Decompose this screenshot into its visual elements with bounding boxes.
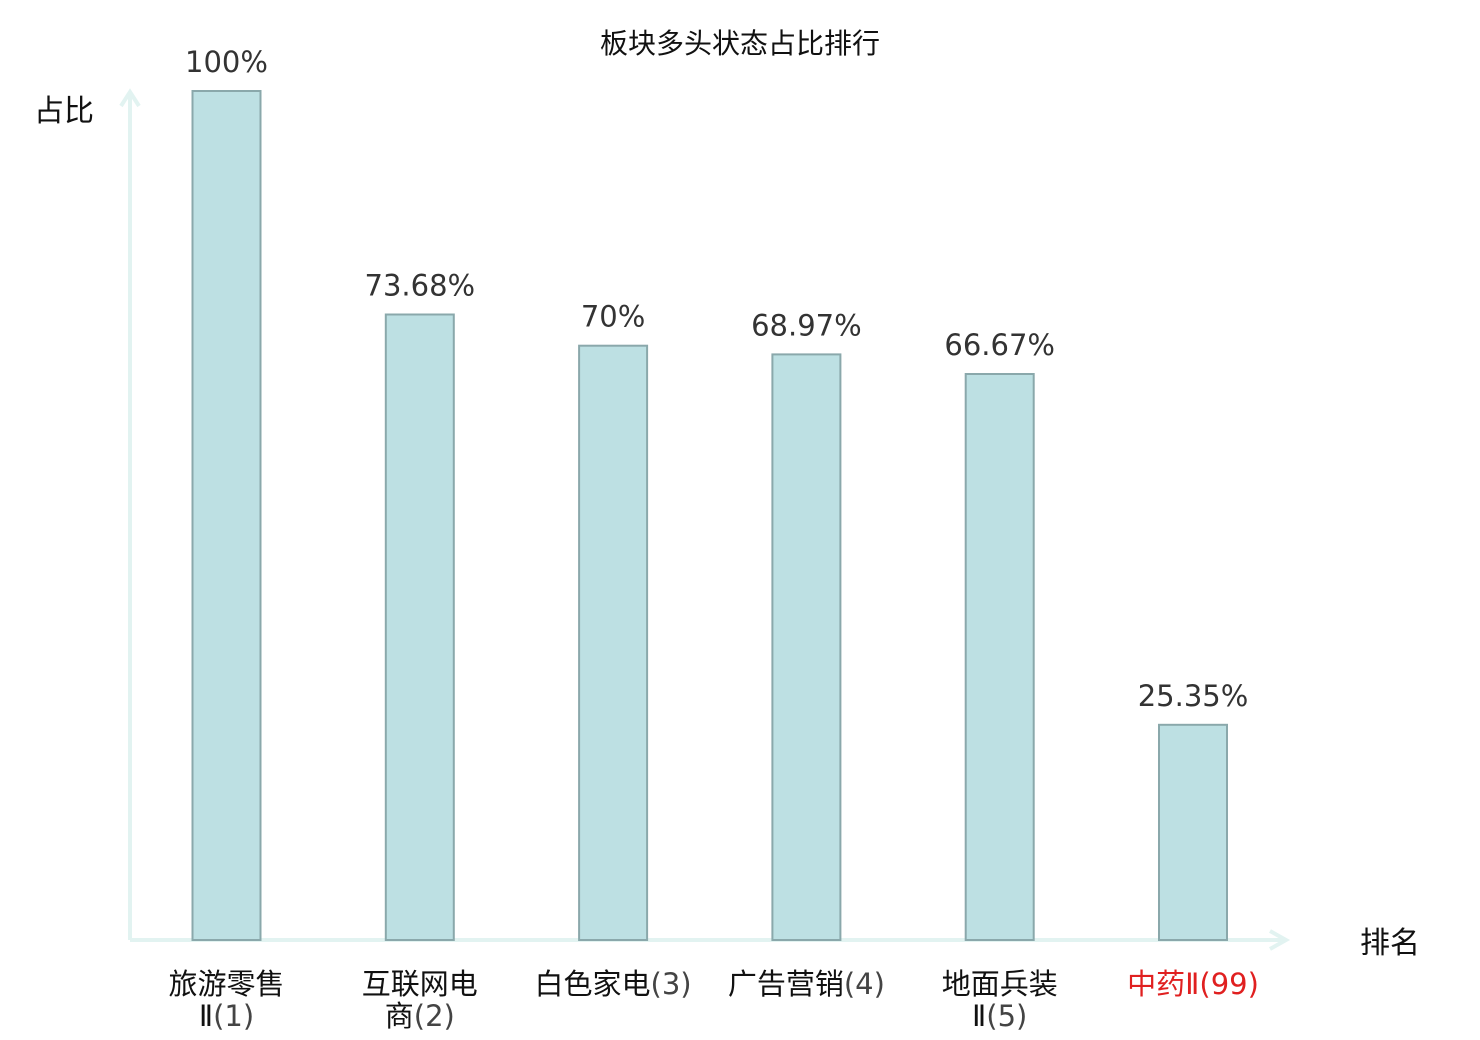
category-label-5: 地面兵装 Ⅱ(5)	[942, 967, 1058, 1033]
value-label-2: 73.68%	[365, 269, 476, 303]
chart-title: 板块多头状态占比排行	[600, 27, 880, 60]
x-axis-label: 排名	[1360, 926, 1420, 961]
value-label-3: 70%	[581, 300, 645, 334]
bar-1	[191, 90, 262, 941]
x-axis-arrow	[1269, 929, 1291, 951]
y-axis-arrow	[119, 88, 141, 108]
value-label-1: 100%	[185, 45, 268, 79]
bar-5	[964, 373, 1035, 941]
x-axis	[130, 929, 1291, 951]
value-label-4: 68.97%	[751, 308, 862, 342]
y-axis	[119, 88, 141, 940]
bar-2	[384, 313, 455, 941]
value-label-6: 25.35%	[1138, 679, 1249, 713]
category-label-2: 互联网电商(2)	[362, 967, 478, 1033]
category-label-6: 中药Ⅱ(99)	[1127, 967, 1259, 1001]
category-label-4: 广告营销(4)	[728, 967, 885, 1001]
value-label-5: 66.67%	[944, 328, 1055, 362]
category-label-3: 白色家电(3)	[535, 967, 692, 1001]
value-labels-group: 100% 73.68% 70% 68.97% 66.67% 25.35%	[185, 45, 1248, 713]
bar-6	[1158, 723, 1228, 941]
y-axis-label: 占比	[34, 94, 94, 129]
category-label-1: 旅游零售 Ⅱ(1)	[168, 967, 284, 1033]
category-labels-group: 旅游零售 Ⅱ(1) 互联网电商(2) 白色家电(3) 广告营销(4) 地面兵装 Ⅱ(5) 中药…	[168, 967, 1258, 1033]
bar-4	[771, 353, 842, 941]
bar-3	[578, 344, 649, 941]
bars-group	[191, 90, 1228, 941]
